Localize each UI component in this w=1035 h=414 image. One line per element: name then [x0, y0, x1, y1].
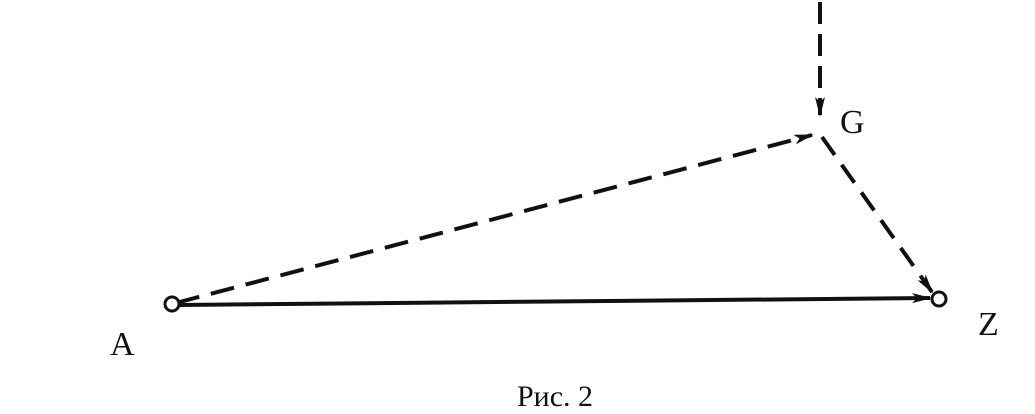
node-a	[163, 295, 181, 313]
edge-g-z	[820, 135, 934, 294]
node-label: G	[840, 104, 865, 141]
node-z	[930, 290, 948, 308]
node-label: A	[110, 326, 135, 363]
caption: Рис. 2	[517, 380, 593, 413]
edge-a-g	[175, 133, 814, 305]
edge-a-z	[177, 293, 932, 307]
node-label: Z	[978, 306, 999, 343]
